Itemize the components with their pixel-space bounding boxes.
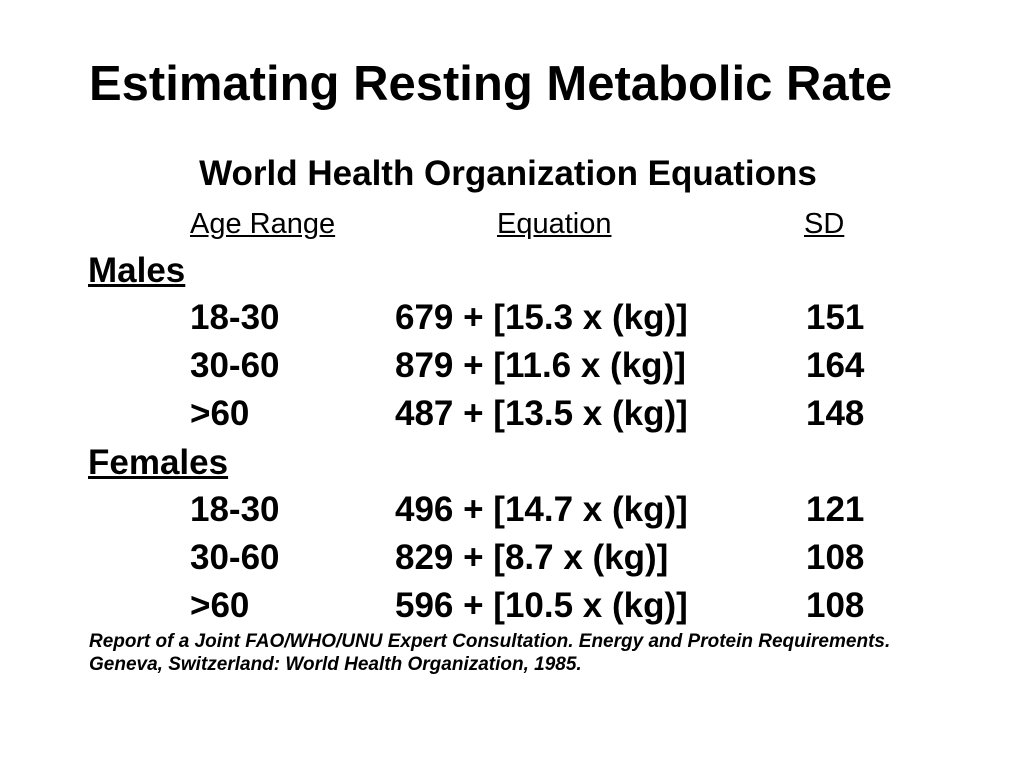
group-label-males: Males	[88, 251, 186, 290]
slide-subtitle: World Health Organization Equations	[199, 154, 817, 193]
sd-cell: 108	[806, 538, 865, 577]
sd-cell: 148	[806, 394, 865, 433]
age-range-cell: >60	[190, 394, 250, 433]
column-header-age-range: Age Range	[190, 208, 336, 240]
equation-cell: 829 + [8.7 x (kg)]	[395, 538, 669, 577]
sd-cell: 151	[806, 298, 865, 337]
group-label-females: Females	[88, 443, 229, 482]
equation-cell: 679 + [15.3 x (kg)]	[395, 298, 688, 337]
sd-cell: 121	[806, 490, 865, 529]
age-range-cell: 30-60	[190, 346, 280, 385]
age-range-cell: 18-30	[190, 490, 280, 529]
slide-title: Estimating Resting Metabolic Rate	[89, 57, 893, 111]
sd-cell: 164	[806, 346, 865, 385]
column-header-sd: SD	[804, 208, 845, 240]
equation-cell: 596 + [10.5 x (kg)]	[395, 586, 688, 625]
age-range-cell: 30-60	[190, 538, 280, 577]
sd-cell: 108	[806, 586, 865, 625]
equation-cell: 879 + [11.6 x (kg)]	[395, 346, 686, 385]
equation-cell: 487 + [13.5 x (kg)]	[395, 394, 688, 433]
citation-text: Report of a Joint FAO/WHO/UNU Expert Con…	[89, 631, 891, 675]
age-range-cell: 18-30	[190, 298, 280, 337]
age-range-cell: >60	[190, 586, 250, 625]
equation-cell: 496 + [14.7 x (kg)]	[395, 490, 688, 529]
column-header-equation: Equation	[497, 208, 612, 240]
